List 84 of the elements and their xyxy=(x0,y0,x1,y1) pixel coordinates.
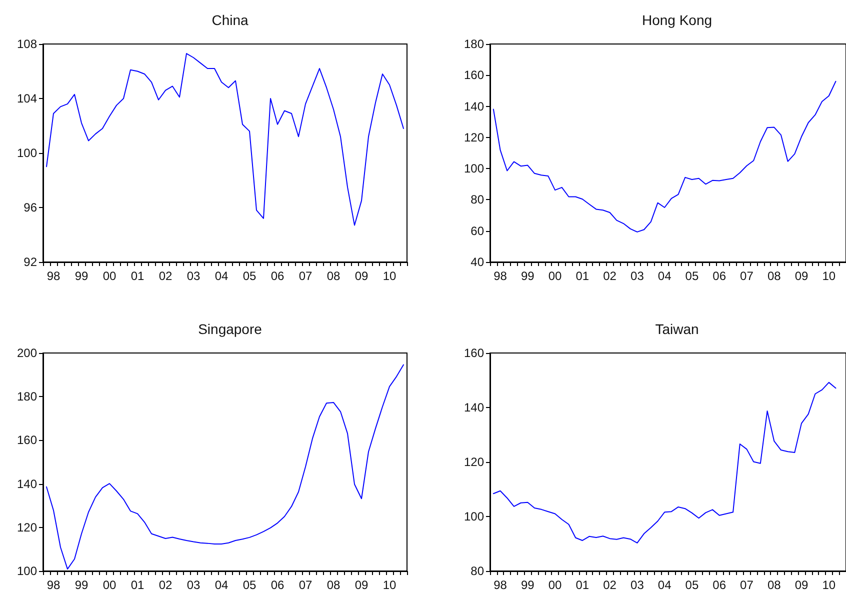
y-tick-label: 100 xyxy=(464,162,484,176)
y-tick-label: 100 xyxy=(16,564,38,578)
x-tick-label: 09 xyxy=(354,269,368,283)
x-tick-label: 99 xyxy=(74,269,88,283)
chart-title: Singapore xyxy=(198,321,262,337)
line-series xyxy=(46,364,404,570)
x-tick-label: 01 xyxy=(576,269,590,283)
x-tick-label: 09 xyxy=(794,269,808,283)
x-tick-label: 00 xyxy=(548,578,562,591)
x-tick-label: 06 xyxy=(270,578,284,591)
y-tick-label: 108 xyxy=(16,37,38,51)
x-tick-label: 98 xyxy=(494,269,508,283)
y-tick-label: 96 xyxy=(24,200,38,214)
y-tick-label: 92 xyxy=(24,255,38,269)
x-tick-label: 08 xyxy=(767,578,782,591)
chart-title: Taiwan xyxy=(655,321,699,337)
y-tick-label: 100 xyxy=(464,510,484,524)
y-tick-label: 200 xyxy=(16,346,38,360)
x-tick-label: 99 xyxy=(74,578,88,591)
y-tick-label: 120 xyxy=(464,130,484,144)
x-tick-label: 06 xyxy=(712,578,726,591)
x-tick-label: 04 xyxy=(658,578,672,591)
x-tick-label: 98 xyxy=(46,269,60,283)
x-tick-label: 02 xyxy=(603,269,617,283)
y-tick-label: 120 xyxy=(16,520,38,534)
y-tick-label: 80 xyxy=(470,192,484,207)
x-tick-label: 05 xyxy=(242,269,256,283)
x-tick-label: 00 xyxy=(548,269,562,283)
x-tick-label: 03 xyxy=(186,269,200,283)
x-tick-label: 04 xyxy=(658,269,672,283)
y-tick-label: 160 xyxy=(464,346,484,360)
x-tick-label: 02 xyxy=(158,578,172,591)
y-tick-label: 140 xyxy=(464,400,484,414)
x-tick-label: 04 xyxy=(214,578,228,591)
x-tick-label: 03 xyxy=(630,269,644,283)
y-tick-label: 160 xyxy=(16,433,38,448)
y-tick-label: 180 xyxy=(464,37,484,51)
y-tick-label: 140 xyxy=(16,476,38,491)
x-tick-label: 99 xyxy=(520,578,535,591)
x-tick-label: 02 xyxy=(158,269,172,283)
y-tick-label: 40 xyxy=(470,255,484,269)
y-tick-label: 104 xyxy=(16,92,38,106)
x-tick-label: 10 xyxy=(822,578,836,591)
x-tick-label: 01 xyxy=(130,578,144,591)
x-tick-label: 10 xyxy=(822,269,836,283)
line-series xyxy=(492,382,836,544)
x-tick-label: 00 xyxy=(102,578,116,591)
x-tick-label: 03 xyxy=(186,578,200,591)
y-tick-label: 160 xyxy=(464,68,484,82)
x-tick-label: 02 xyxy=(603,578,617,591)
x-tick-label: 09 xyxy=(794,578,808,591)
line-series xyxy=(492,80,836,232)
y-tick-label: 60 xyxy=(470,224,484,238)
x-tick-label: 05 xyxy=(242,578,256,591)
chart-title: Hong Kong xyxy=(642,12,712,28)
x-tick-label: 99 xyxy=(520,269,535,283)
y-tick-label: 80 xyxy=(470,564,484,578)
x-tick-label: 01 xyxy=(576,578,590,591)
x-tick-label: 10 xyxy=(382,269,396,283)
x-tick-label: 05 xyxy=(685,269,699,283)
x-tick-label: 08 xyxy=(767,269,782,283)
x-tick-label: 00 xyxy=(102,269,116,283)
x-tick-label: 06 xyxy=(270,269,284,283)
x-tick-label: 07 xyxy=(740,269,754,283)
chart-title: China xyxy=(212,12,248,28)
line-series xyxy=(46,53,404,226)
x-tick-label: 10 xyxy=(382,578,396,591)
x-tick-label: 06 xyxy=(712,269,726,283)
y-tick-label: 120 xyxy=(464,455,484,469)
x-tick-label: 98 xyxy=(46,578,60,591)
x-tick-label: 98 xyxy=(494,578,508,591)
x-tick-label: 03 xyxy=(630,578,644,591)
x-tick-label: 08 xyxy=(326,269,340,283)
x-tick-label: 01 xyxy=(130,269,144,283)
x-tick-label: 04 xyxy=(214,269,228,283)
y-tick-label: 140 xyxy=(464,99,484,114)
x-tick-label: 07 xyxy=(298,269,312,283)
x-tick-label: 05 xyxy=(685,578,699,591)
y-tick-label: 100 xyxy=(16,146,38,160)
y-tick-label: 180 xyxy=(16,390,38,404)
x-tick-label: 09 xyxy=(354,578,368,591)
x-tick-label: 08 xyxy=(326,578,340,591)
x-tick-label: 07 xyxy=(298,578,312,591)
x-tick-label: 07 xyxy=(740,578,754,591)
